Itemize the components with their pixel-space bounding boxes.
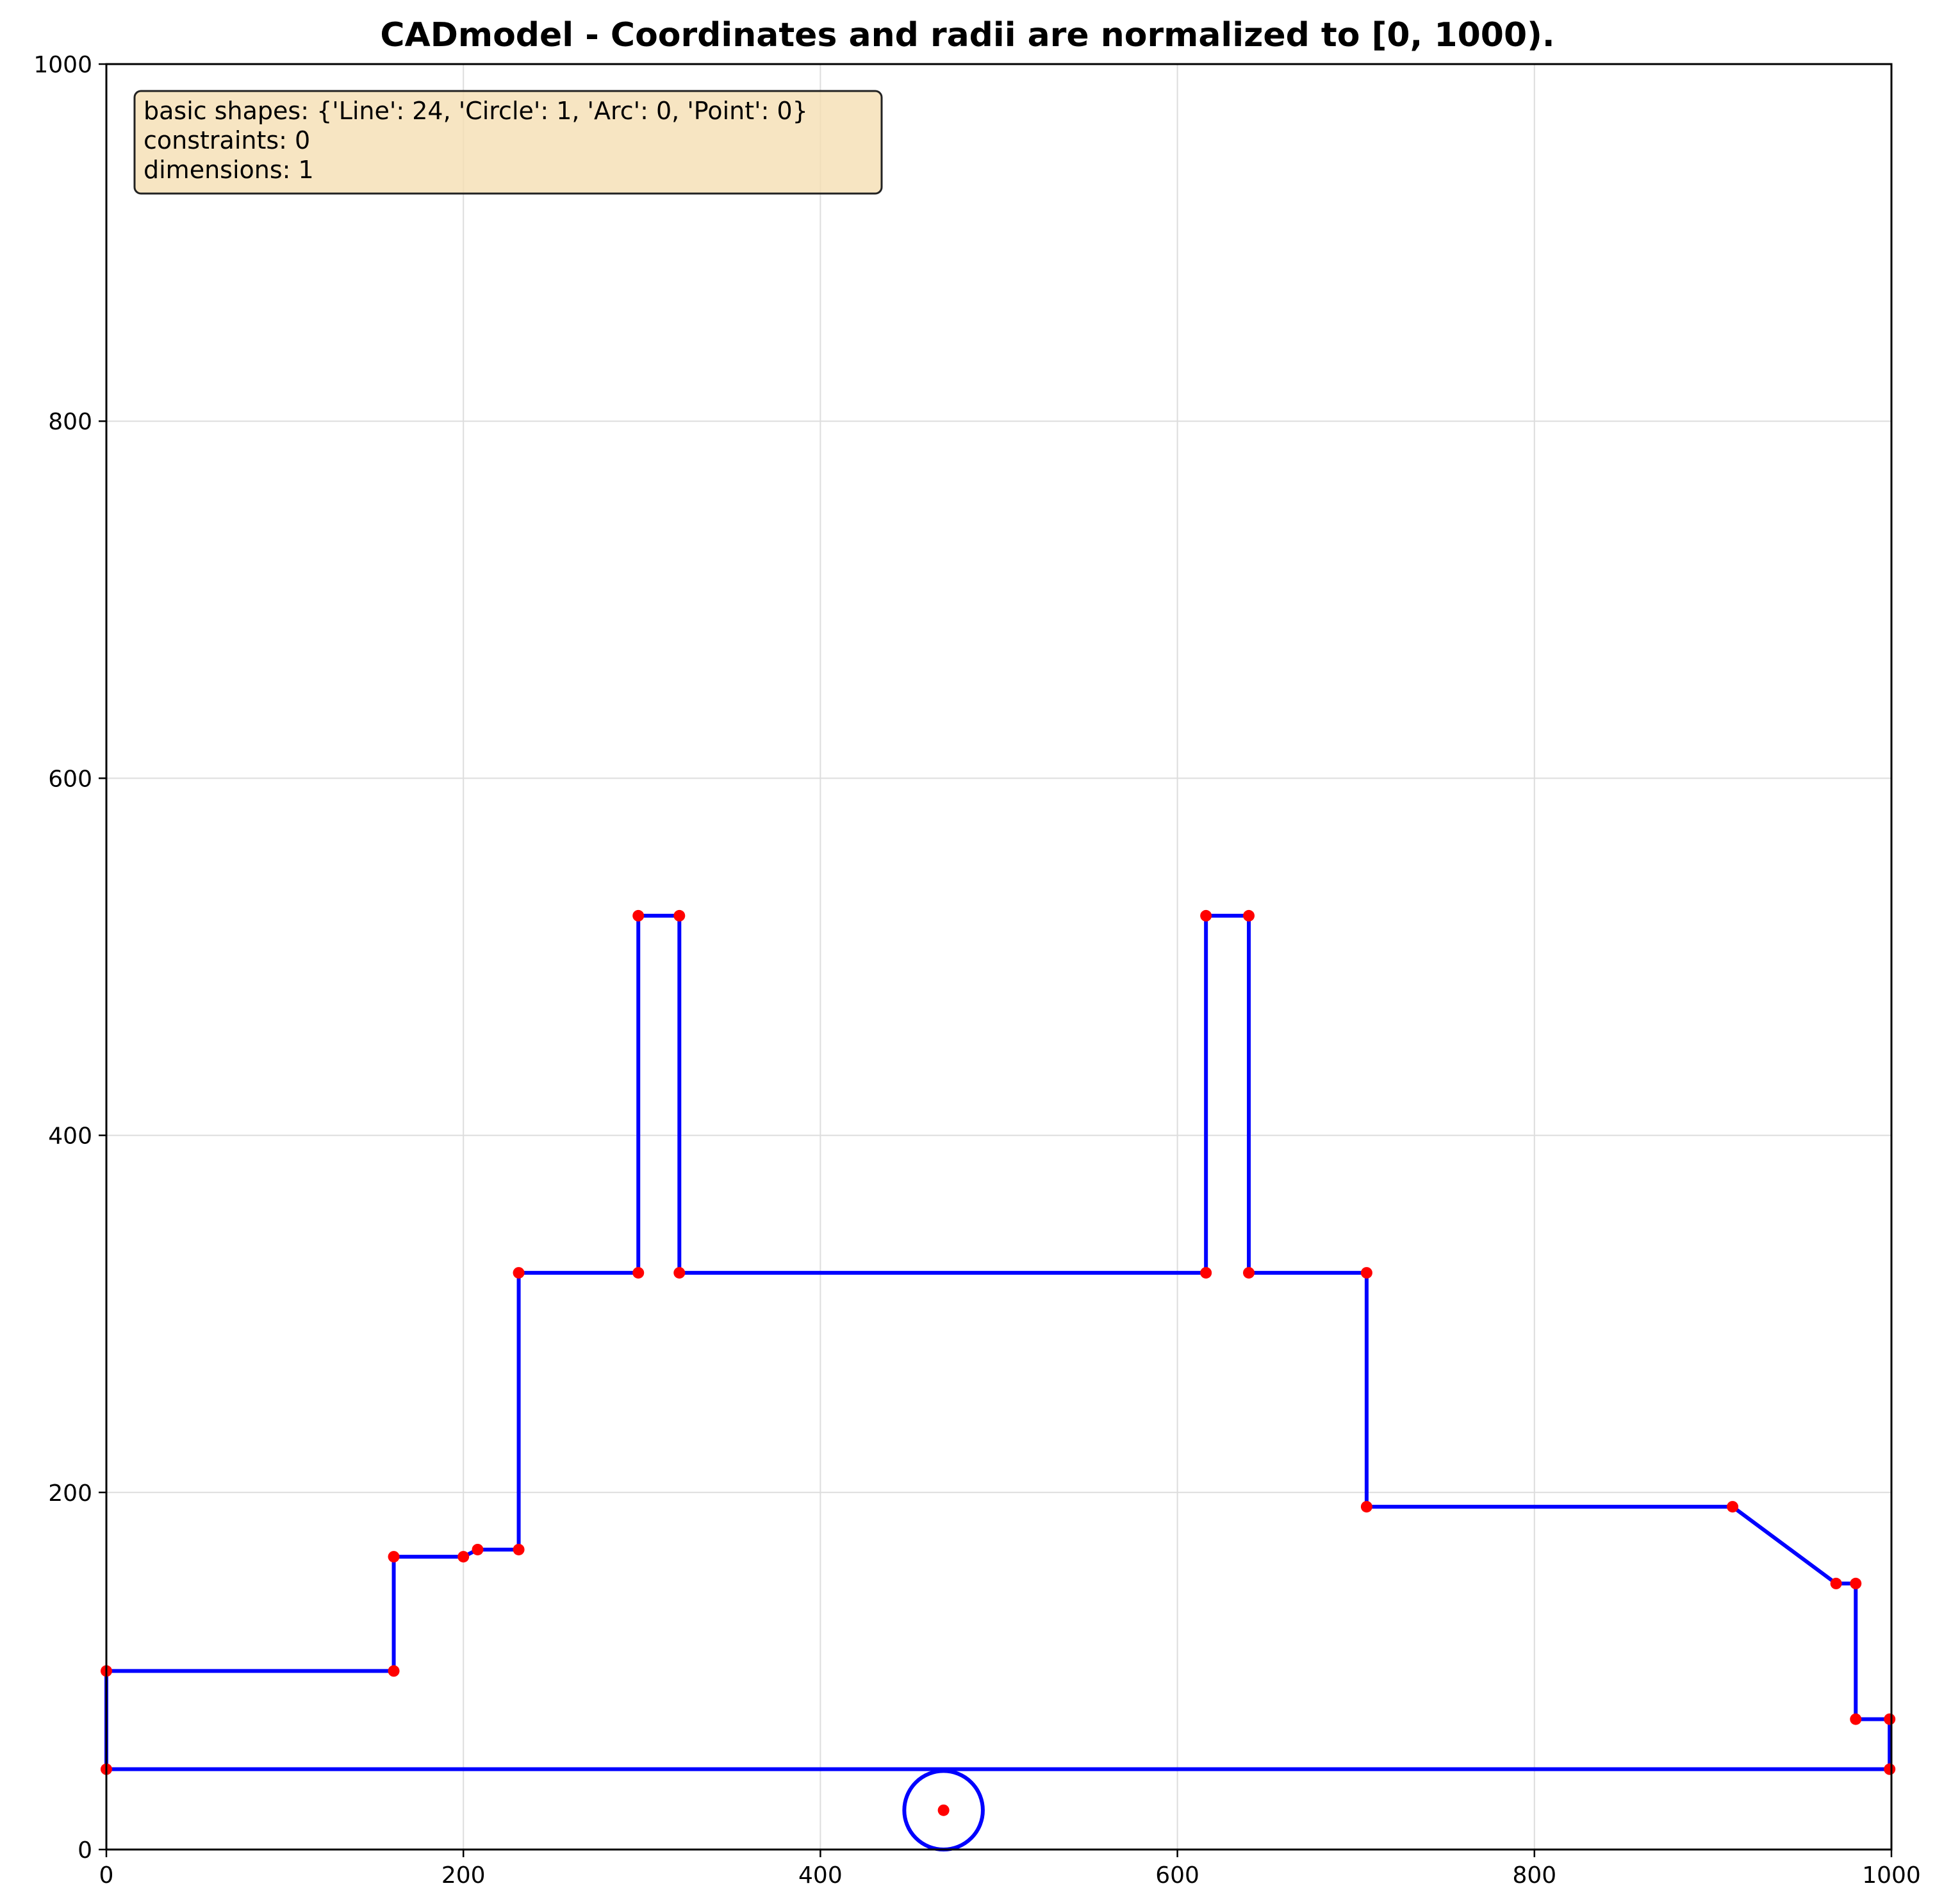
x-tick-label: 0 — [99, 1862, 114, 1889]
info-box: basic shapes: {'Line': 24, 'Circle': 1, … — [133, 90, 883, 195]
y-tick-label: 1000 — [33, 52, 92, 78]
y-tick-label: 0 — [78, 1837, 92, 1864]
line-endpoint — [1243, 1267, 1255, 1279]
info-line-basic-shapes: basic shapes: {'Line': 24, 'Circle': 1, … — [144, 97, 808, 125]
line-endpoint — [673, 1267, 686, 1279]
x-tick-label: 1000 — [1862, 1862, 1921, 1889]
line-endpoint — [632, 1267, 645, 1279]
x-tick-label: 600 — [1155, 1862, 1199, 1889]
x-tick-label: 200 — [441, 1862, 486, 1889]
x-tick-label: 800 — [1512, 1862, 1556, 1889]
line-endpoint — [388, 1665, 400, 1677]
line-endpoint — [472, 1543, 484, 1555]
line-endpoint — [1850, 1577, 1862, 1589]
info-box-background — [133, 90, 883, 195]
line-endpoint — [1727, 1501, 1739, 1513]
line-endpoint — [632, 909, 645, 922]
line-endpoint — [1200, 1267, 1212, 1279]
cad-shapes — [104, 913, 1892, 1852]
circle-center-point — [937, 1804, 950, 1816]
line-endpoint — [513, 1267, 525, 1279]
info-line-dimensions: dimensions: 1 — [144, 156, 314, 184]
line-endpoint — [388, 1551, 400, 1563]
line-endpoint — [1850, 1713, 1862, 1725]
line-endpoint — [1200, 909, 1212, 922]
x-tick-label: 400 — [798, 1862, 843, 1889]
y-tick-label: 600 — [48, 766, 92, 792]
line-endpoint — [1360, 1501, 1372, 1513]
line-endpoint — [1243, 909, 1255, 922]
cad-points — [101, 909, 1896, 1816]
cad-line — [1731, 1505, 1838, 1585]
line-endpoint — [457, 1551, 470, 1563]
grid — [106, 63, 1892, 1850]
plot-frame — [105, 63, 1893, 1851]
line-endpoint — [673, 909, 686, 922]
line-endpoint — [513, 1543, 525, 1555]
chart-title: CADmodel - Coordinates and radii are nor… — [380, 16, 1554, 54]
line-endpoint — [1360, 1267, 1372, 1279]
y-tick-label: 800 — [48, 409, 92, 435]
axis-ticks: 0 200 400 600 800 1000 0 200 400 600 800 1000 — [33, 52, 1920, 1889]
y-tick-label: 400 — [48, 1123, 92, 1150]
line-endpoint — [1884, 1713, 1896, 1725]
line-endpoint — [1884, 1763, 1896, 1775]
line-endpoint — [1830, 1577, 1842, 1589]
y-tick-label: 200 — [48, 1480, 92, 1507]
info-line-constraints: constraints: 0 — [144, 126, 310, 154]
